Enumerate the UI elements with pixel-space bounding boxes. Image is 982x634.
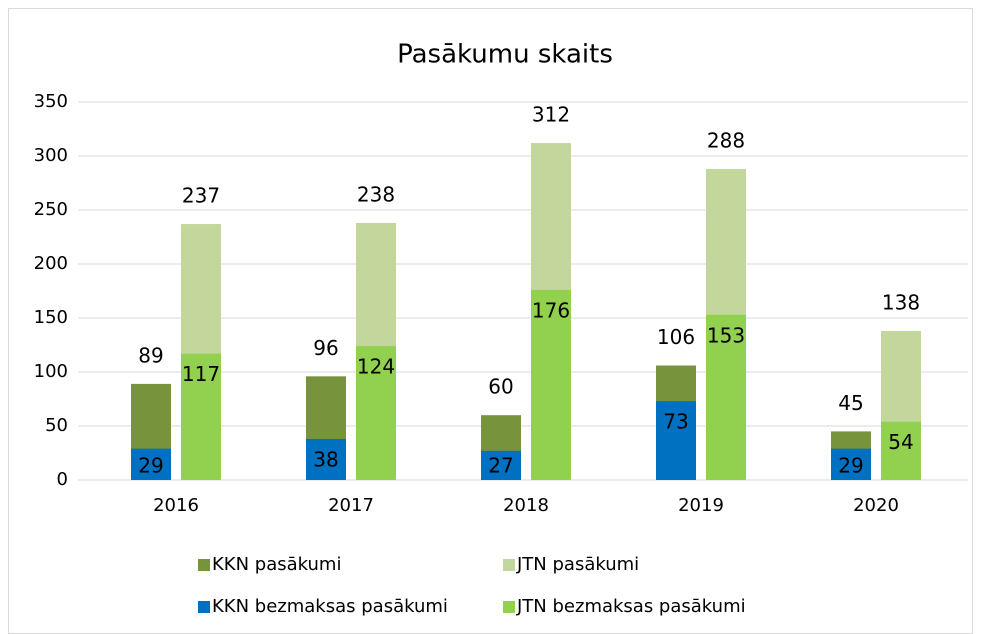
bar (881, 421, 921, 480)
data-label: 60 (488, 375, 513, 399)
data-label: 312 (532, 103, 570, 127)
y-tick-label: 250 (34, 199, 68, 220)
legend-swatch (198, 601, 210, 613)
y-tick-label: 350 (34, 91, 68, 112)
chart-title: Pasākumu skaits (397, 40, 613, 70)
data-label: 176 (532, 298, 570, 322)
bar (356, 346, 396, 480)
x-tick-label: 2017 (328, 495, 374, 516)
bar (131, 448, 171, 480)
legend-label: KKN bezmaksas pasākumi (212, 596, 448, 617)
data-label: 117 (182, 362, 220, 386)
data-label: 288 (707, 128, 745, 152)
data-label: 237 (182, 184, 220, 208)
legend-label: JTN bezmaksas pasākumi (516, 596, 746, 617)
bar (706, 314, 746, 480)
x-tick-label: 2016 (153, 495, 199, 516)
legend-swatch (503, 601, 515, 613)
y-tick-label: 100 (34, 361, 68, 382)
x-tick-label: 2020 (853, 495, 899, 516)
bar (656, 401, 696, 480)
data-label: 73 (663, 410, 688, 434)
data-label: 29 (138, 454, 163, 478)
data-label: 124 (357, 355, 395, 379)
data-label: 45 (838, 391, 863, 415)
data-label: 153 (707, 323, 745, 347)
data-label: 106 (657, 325, 695, 349)
legend-label: KKN pasākumi (212, 554, 341, 575)
data-label: 138 (882, 290, 920, 314)
data-label: 27 (488, 454, 513, 478)
bar (181, 353, 221, 480)
data-label: 89 (138, 343, 163, 367)
bar (481, 450, 521, 480)
bar (306, 438, 346, 480)
y-tick-label: 150 (34, 307, 68, 328)
data-label: 96 (313, 336, 338, 360)
y-tick-label: 50 (45, 415, 68, 436)
data-label: 54 (888, 430, 913, 454)
legend-swatch (198, 559, 210, 571)
bar (531, 289, 571, 480)
y-tick-label: 200 (34, 253, 68, 274)
x-tick-label: 2018 (503, 495, 549, 516)
data-label: 38 (313, 447, 338, 471)
y-tick-label: 0 (57, 469, 68, 490)
bar (831, 448, 871, 480)
x-tick-label: 2019 (678, 495, 724, 516)
chart-border (8, 8, 973, 634)
data-label: 238 (357, 182, 395, 206)
legend-label: JTN pasākumi (516, 554, 639, 575)
data-label: 29 (838, 454, 863, 478)
legend-swatch (503, 559, 515, 571)
y-tick-label: 300 (34, 145, 68, 166)
